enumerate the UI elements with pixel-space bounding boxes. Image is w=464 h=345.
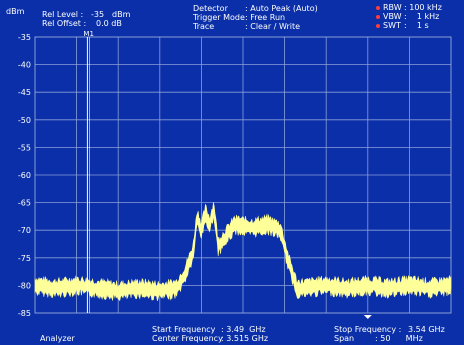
swt-indicator-icon [376,24,380,28]
ref-offset-label: Rel Offset : [42,19,87,28]
stop-frequency-value: 3.54 GHz [408,325,445,334]
vbw-indicator-icon [376,15,380,19]
spectrum-trace [34,202,452,302]
ref-level-label: Rel Level : [42,10,84,19]
y-tick-label: -75 [18,254,31,263]
rbw-value: : 100 kHz [404,3,442,12]
vbw-label: VBW [383,12,402,21]
rbw-indicator-icon [376,6,380,10]
y-tick-label: -65 [18,199,31,208]
trace-value: : Clear / Write [245,22,301,31]
ref-offset-value: 0.0 dB [96,19,122,28]
vbw-value: : 1 kHz [404,12,440,21]
ref-level-unit: dBm [112,10,131,19]
detector-value: : Auto Peak (Auto) [245,4,318,13]
marker-label: M1 [83,30,94,38]
y-tick-label: -80 [18,281,31,290]
trigger-mode-label: Trigger Mode [193,13,245,22]
span-label: Span [334,334,355,343]
mode-label: Analyzer [40,334,75,343]
span-value: : 50 MHz [375,334,423,343]
reference-triangle-icon [363,315,372,319]
trace-label: Trace [193,22,215,31]
y-unit-label: dBm [6,7,25,16]
center-frequency-value: : 3.515 GHz [221,334,269,343]
y-tick-label: -55 [18,143,31,152]
y-tick-label: -50 [18,116,31,125]
start-frequency-value: : 3.49 GHz [221,325,266,334]
ref-level-value: -35 [91,10,105,19]
stop-frequency-label: Stop Frequency : [334,325,402,334]
trigger-mode-value: : Free Run [245,13,286,22]
y-tick-label: -85 [18,309,31,318]
swt-label: SWT [383,21,401,30]
y-tick-label: -70 [18,226,31,235]
y-tick-label: -35 [18,33,31,42]
rbw-label: RBW [383,3,402,12]
center-frequency-label: Center Frequency [152,334,223,343]
y-tick-label: -40 [18,61,31,70]
detector-label: Detector [193,4,228,13]
y-tick-label: -45 [18,88,31,97]
y-tick-label: -60 [18,171,31,180]
start-frequency-label: Start Frequency [152,325,216,334]
swt-value: : 1 s [404,21,429,30]
